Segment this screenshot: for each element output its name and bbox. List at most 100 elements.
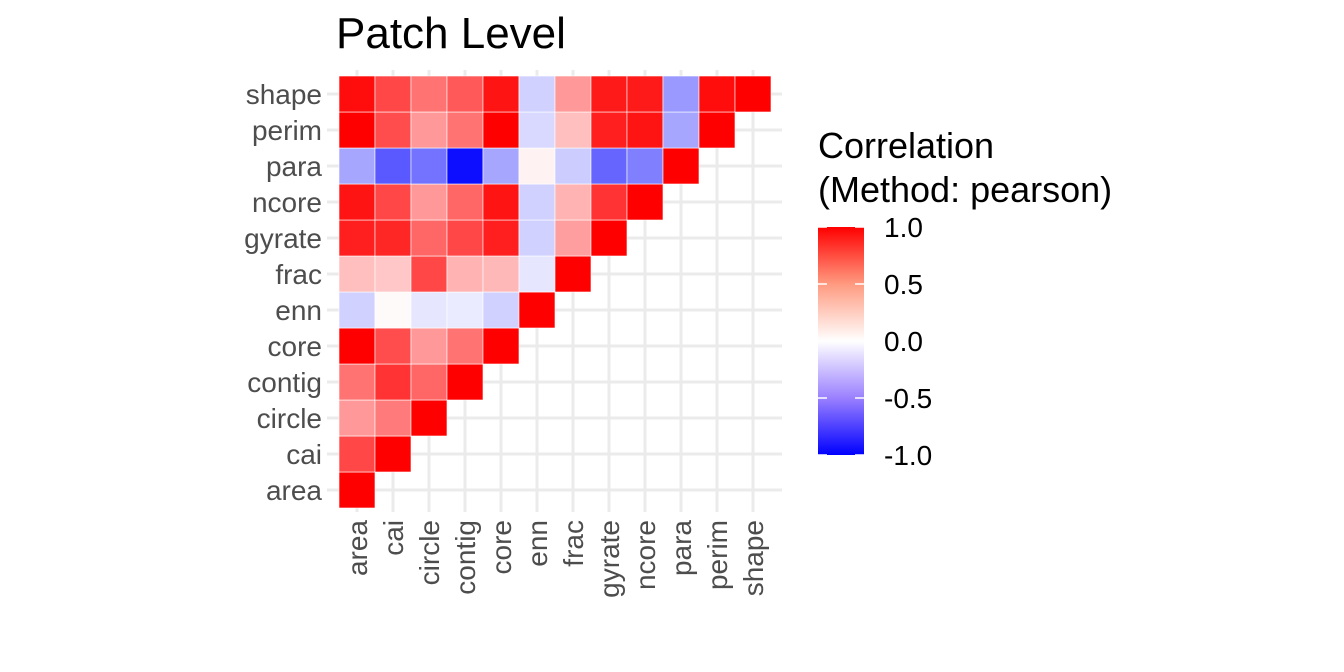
heatmap-cell-circle-core <box>410 327 448 365</box>
heatmap-cell-frac-para <box>554 147 592 185</box>
heatmap-cell-area-contig <box>338 363 376 401</box>
y-tick-label-contig: contig <box>247 367 322 398</box>
heatmap-cell-area-gyrate <box>338 219 376 257</box>
heatmap-cell-contig-ncore <box>446 183 484 221</box>
legend-tick-label: 0.0 <box>884 326 923 357</box>
heatmap-cell-contig-shape <box>446 75 484 113</box>
heatmap-cell-area-shape <box>338 75 376 113</box>
x-tick-label-cai: cai <box>378 520 409 556</box>
x-tick-label-shape: shape <box>738 520 769 596</box>
heatmap-cell-core-frac <box>482 255 520 293</box>
heatmap-cell-area-enn <box>338 291 376 329</box>
y-tick-label-circle: circle <box>257 403 322 434</box>
heatmap-cell-shape-shape <box>734 75 772 113</box>
legend-tick-label: -1.0 <box>884 440 932 471</box>
heatmap-cell-cai-core <box>374 327 412 365</box>
heatmap-cell-core-perim <box>482 111 520 149</box>
x-tick-label-core: core <box>486 520 517 574</box>
heatmap-cell-frac-frac <box>554 255 592 293</box>
heatmap-cell-circle-para <box>410 147 448 185</box>
heatmap-cell-cai-circle <box>374 399 412 437</box>
heatmap-cell-perim-shape <box>698 75 736 113</box>
heatmap-cell-area-cai <box>338 435 376 473</box>
legend-tick-label: 1.0 <box>884 212 923 243</box>
heatmap-cell-contig-contig <box>446 363 484 401</box>
y-tick-label-gyrate: gyrate <box>244 223 322 254</box>
heatmap-cell-core-enn <box>482 291 520 329</box>
heatmap-cell-gyrate-para <box>590 147 628 185</box>
y-tick-label-ncore: ncore <box>252 187 322 218</box>
heatmap-cell-enn-para <box>518 147 556 185</box>
heatmap-cell-frac-gyrate <box>554 219 592 257</box>
heatmap-cell-frac-shape <box>554 75 592 113</box>
x-tick-label-gyrate: gyrate <box>594 520 625 598</box>
heatmap-cell-gyrate-perim <box>590 111 628 149</box>
heatmap-cell-frac-perim <box>554 111 592 149</box>
heatmap-cell-circle-perim <box>410 111 448 149</box>
heatmap-cell-cai-ncore <box>374 183 412 221</box>
heatmap-cell-enn-perim <box>518 111 556 149</box>
heatmap-cell-core-core <box>482 327 520 365</box>
heatmap-cell-cai-frac <box>374 255 412 293</box>
y-tick-label-perim: perim <box>252 115 322 146</box>
y-tick-label-enn: enn <box>275 295 322 326</box>
x-tick-label-enn: enn <box>522 520 553 567</box>
heatmap-cell-para-shape <box>662 75 700 113</box>
heatmap-cell-gyrate-gyrate <box>590 219 628 257</box>
heatmap-cell-circle-gyrate <box>410 219 448 257</box>
heatmap-cell-contig-perim <box>446 111 484 149</box>
heatmap-cell-enn-gyrate <box>518 219 556 257</box>
legend-title-line2: (Method: pearson) <box>818 169 1112 210</box>
heatmap-cell-circle-ncore <box>410 183 448 221</box>
heatmap-cell-circle-shape <box>410 75 448 113</box>
heatmap-cell-ncore-shape <box>626 75 664 113</box>
heatmap-cell-area-core <box>338 327 376 365</box>
heatmap-cell-contig-gyrate <box>446 219 484 257</box>
heatmap-cell-frac-ncore <box>554 183 592 221</box>
heatmap-cell-ncore-para <box>626 147 664 185</box>
heatmap-cell-core-shape <box>482 75 520 113</box>
heatmap-cell-para-perim <box>662 111 700 149</box>
heatmap-cell-area-frac <box>338 255 376 293</box>
heatmap-cell-contig-frac <box>446 255 484 293</box>
x-tick-label-perim: perim <box>702 520 733 590</box>
heatmap-cell-gyrate-shape <box>590 75 628 113</box>
heatmap-cell-gyrate-ncore <box>590 183 628 221</box>
heatmap-cell-ncore-perim <box>626 111 664 149</box>
heatmap-cell-area-para <box>338 147 376 185</box>
heatmap-cell-cai-contig <box>374 363 412 401</box>
heatmap-cell-cai-perim <box>374 111 412 149</box>
x-axis-tick-labels: area cai circle contig core enn frac gyrate ncor… <box>342 520 769 598</box>
heatmap-cell-area-area <box>338 471 376 509</box>
legend-ticks: 1.0 0.5 0.0 -0.5 -1.0 <box>818 212 932 471</box>
legend-title-line1: Correlation <box>818 125 994 166</box>
heatmap-cell-cai-cai <box>374 435 412 473</box>
heatmap-cell-para-para <box>662 147 700 185</box>
chart-title: Patch Level <box>336 9 566 58</box>
heatmap-cell-cai-para <box>374 147 412 185</box>
heatmap-cell-enn-frac <box>518 255 556 293</box>
heatmap-cell-area-ncore <box>338 183 376 221</box>
heatmap-cell-core-ncore <box>482 183 520 221</box>
x-tick-label-ncore: ncore <box>630 520 661 590</box>
heatmap-cell-circle-circle <box>410 399 448 437</box>
heatmap-cell-circle-contig <box>410 363 448 401</box>
y-tick-label-shape: shape <box>246 79 322 110</box>
heatmap-cell-enn-enn <box>518 291 556 329</box>
y-tick-label-cai: cai <box>286 439 322 470</box>
heatmap-cell-core-gyrate <box>482 219 520 257</box>
x-tick-label-contig: contig <box>450 520 481 595</box>
heatmap-cell-cai-shape <box>374 75 412 113</box>
y-tick-label-frac: frac <box>275 259 322 290</box>
heatmap-cell-circle-frac <box>410 255 448 293</box>
legend-tick-label: -0.5 <box>884 383 932 414</box>
color-legend: Correlation (Method: pearson) 1.0 0.5 0.0 -… <box>818 125 1112 471</box>
y-tick-label-area: area <box>266 475 322 506</box>
heatmap-cell-contig-core <box>446 327 484 365</box>
y-tick-label-para: para <box>266 151 322 182</box>
heatmap-cell-perim-perim <box>698 111 736 149</box>
heatmap-cell-circle-enn <box>410 291 448 329</box>
heatmap-cell-ncore-ncore <box>626 183 664 221</box>
heatmap-cell-cai-gyrate <box>374 219 412 257</box>
